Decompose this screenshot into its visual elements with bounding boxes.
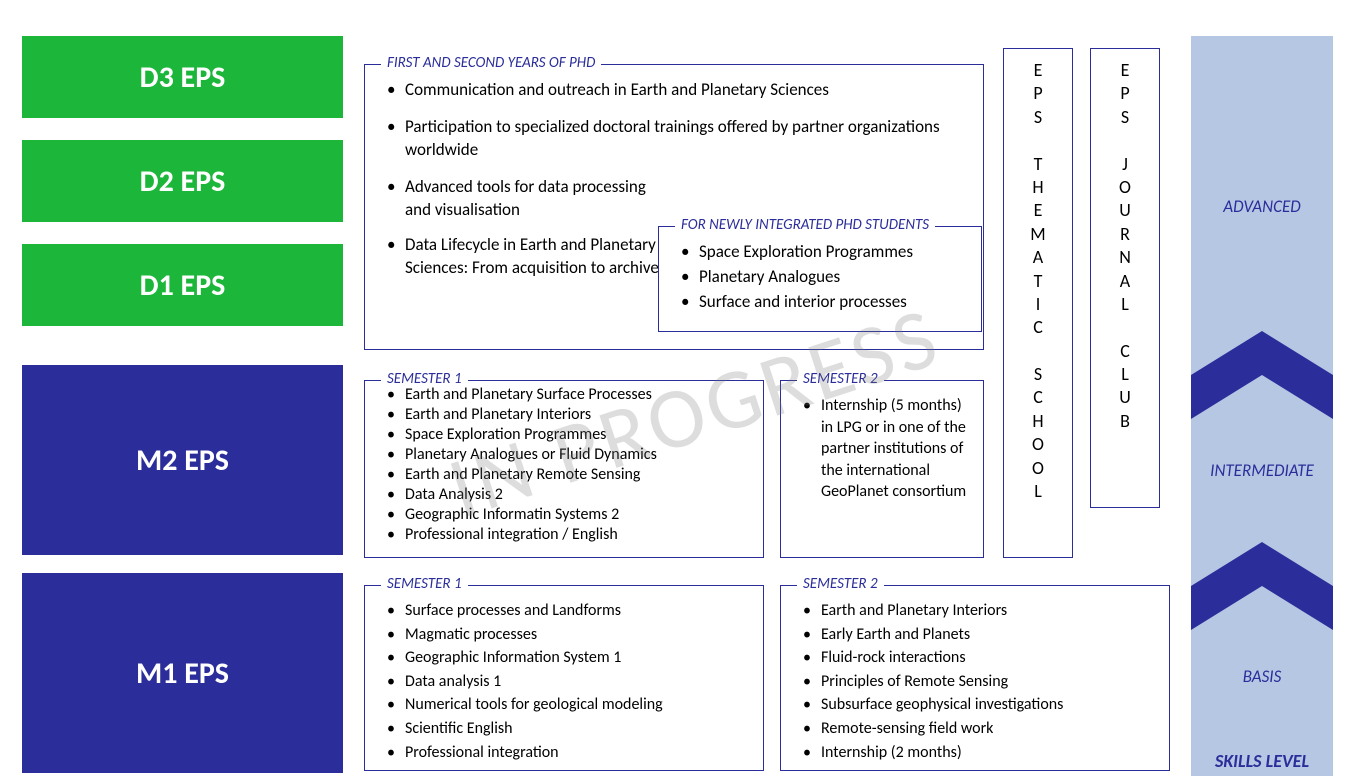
- skills-level-label: SKILLS LEVEL: [1191, 750, 1333, 772]
- list-item: Earth and Planetary Interiors: [795, 600, 1155, 622]
- m1-sem1-title: SEMESTER 1: [381, 575, 468, 593]
- list-item: Data analysis 1: [379, 671, 749, 693]
- m1-sem1-list: Surface processes and Landforms Magmatic…: [379, 600, 749, 763]
- skills-intermediate-label: INTERMEDIATE: [1191, 460, 1333, 481]
- phd-new-box: FOR NEWLY INTEGRATED PHD STUDENTS Space …: [658, 226, 982, 332]
- thematic-school-text: EPSTHEMATICSCHOOL: [1004, 59, 1072, 503]
- list-item: Numerical tools for geological modeling: [379, 694, 749, 716]
- level-d1: D1 EPS: [22, 244, 343, 326]
- level-m1: M1 EPS: [22, 573, 343, 773]
- list-item: Professional integration: [379, 742, 749, 764]
- skills-panel: ADVANCED INTERMEDIATE BASIS SKILLS LEVEL: [1191, 36, 1333, 776]
- list-item: Principles of Remote Sensing: [795, 671, 1155, 693]
- phd-new-list: Space Exploration Programmes Planetary A…: [673, 241, 967, 314]
- list-item: Earth and Planetary Interiors: [379, 405, 749, 425]
- list-item: Early Earth and Planets: [795, 624, 1155, 646]
- list-item: Planetary Analogues or Fluid Dynamics: [379, 445, 749, 465]
- phd-main-title: FIRST AND SECOND YEARS OF PHD: [381, 54, 601, 72]
- list-item: Internship (2 months): [795, 742, 1155, 764]
- list-item: Communication and outreach in Earth and …: [379, 79, 969, 102]
- list-item: Fluid-rock interactions: [795, 647, 1155, 669]
- phd-new-title: FOR NEWLY INTEGRATED PHD STUDENTS: [675, 216, 935, 234]
- list-item: Earth and Planetary Remote Sensing: [379, 465, 749, 485]
- m1-sem2-box: SEMESTER 2 Earth and Planetary Interiors…: [780, 585, 1170, 771]
- m1-sem2-list: Earth and Planetary Interiors Early Eart…: [795, 600, 1155, 763]
- list-item: Surface and interior processes: [673, 291, 967, 314]
- list-item: Space Exploration Programmes: [379, 425, 749, 445]
- level-d3: D3 EPS: [22, 36, 343, 118]
- m2-sem2-title: SEMESTER 2: [797, 370, 884, 388]
- m1-sem1-box: SEMESTER 1 Surface processes and Landfor…: [364, 585, 764, 771]
- list-item: Planetary Analogues: [673, 266, 967, 289]
- level-d1-label: D1 EPS: [140, 267, 226, 304]
- chevron-icon: [1191, 331, 1333, 411]
- list-item: Advanced tools for data processing and v…: [379, 176, 659, 222]
- level-d3-label: D3 EPS: [140, 59, 226, 96]
- list-item: Geographic Informatin Systems 2: [379, 505, 749, 525]
- list-item: Scientific English: [379, 718, 749, 740]
- skills-basis-label: BASIS: [1191, 666, 1333, 687]
- skills-advanced-label: ADVANCED: [1191, 196, 1333, 217]
- list-item: Subsurface geophysical investigations: [795, 694, 1155, 716]
- thematic-school-box: EPSTHEMATICSCHOOL: [1003, 48, 1073, 558]
- chevron-icon: [1191, 542, 1333, 622]
- level-m2-label: M2 EPS: [136, 442, 229, 479]
- journal-club-box: EPSJOURNALCLUB: [1090, 48, 1160, 508]
- m2-sem1-box: SEMESTER 1 Earth and Planetary Surface P…: [364, 380, 764, 558]
- list-item: Remote-sensing field work: [795, 718, 1155, 740]
- level-d2: D2 EPS: [22, 140, 343, 222]
- list-item: Surface processes and Landforms: [379, 600, 749, 622]
- list-item: Space Exploration Programmes: [673, 241, 967, 264]
- list-item: Data Lifecycle in Earth and Planetary Sc…: [379, 234, 659, 280]
- list-item: Magmatic processes: [379, 624, 749, 646]
- m2-sem1-list: Earth and Planetary Surface Processes Ea…: [379, 385, 749, 545]
- list-item: Participation to specialized doctoral tr…: [379, 116, 969, 162]
- list-item: Professional integration / English: [379, 525, 749, 545]
- level-d2-label: D2 EPS: [140, 163, 226, 200]
- m2-sem2-list: Internship (5 months) in LPG or in one o…: [795, 395, 969, 503]
- level-m2: M2 EPS: [22, 365, 343, 555]
- list-item: Geographic Information System 1: [379, 647, 749, 669]
- list-item: Internship (5 months) in LPG or in one o…: [795, 395, 969, 503]
- list-item: Earth and Planetary Surface Processes: [379, 385, 749, 405]
- m2-sem2-box: SEMESTER 2 Internship (5 months) in LPG …: [780, 380, 984, 558]
- m1-sem2-title: SEMESTER 2: [797, 575, 884, 593]
- journal-club-text: EPSJOURNALCLUB: [1091, 59, 1159, 433]
- level-m1-label: M1 EPS: [136, 655, 229, 692]
- list-item: Data Analysis 2: [379, 485, 749, 505]
